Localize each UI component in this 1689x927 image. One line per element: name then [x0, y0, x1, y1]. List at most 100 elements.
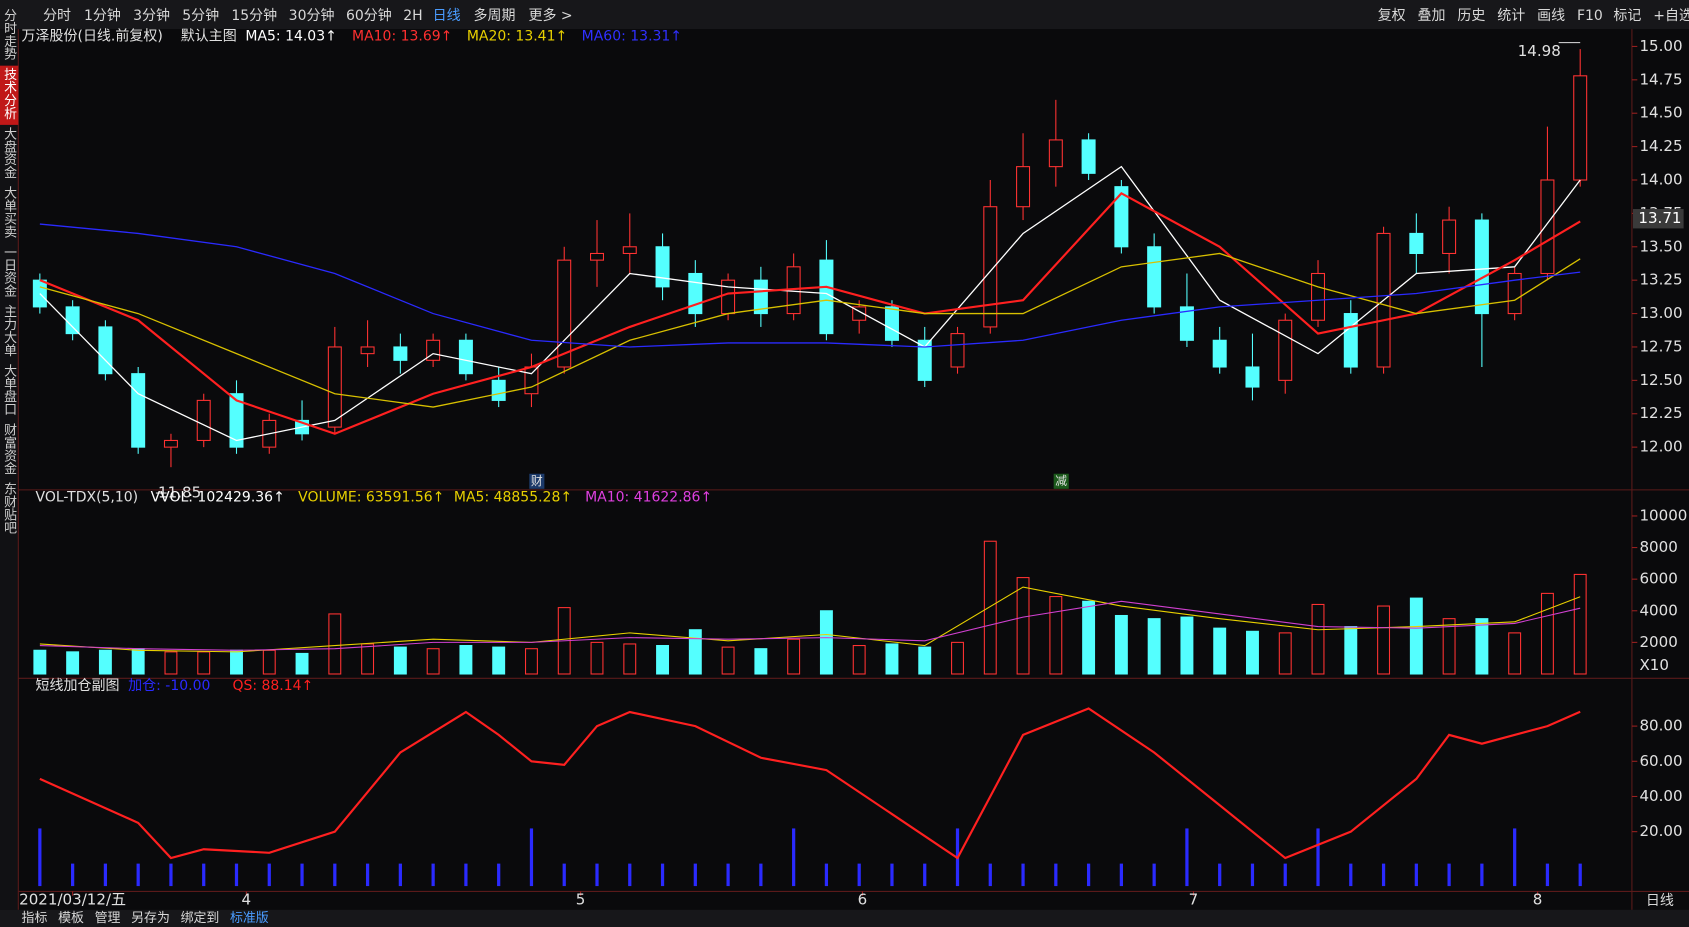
candle-body: [1540, 179, 1555, 275]
bottom-bar: [0, 909, 1689, 927]
toolbar-tab[interactable]: 5分钟: [182, 7, 219, 24]
sidebar-tab[interactable]: 大单买卖: [1, 186, 16, 238]
y-tick-label: 13.25: [1639, 271, 1682, 289]
toolbar-tab[interactable]: 1分钟: [84, 7, 121, 24]
toolbar-tab[interactable]: 分时: [43, 8, 71, 24]
volume-bar: [721, 646, 735, 675]
candle-body: [917, 339, 932, 381]
sidebar-active: [0, 65, 19, 125]
candle-body: [360, 346, 375, 355]
candle-body: [196, 399, 211, 441]
bottom-tab[interactable]: 模板: [58, 911, 84, 926]
candle-body: [524, 366, 539, 395]
toolbar-button[interactable]: +自选: [1653, 8, 1689, 24]
toolbar-button[interactable]: 统计: [1497, 8, 1525, 24]
toolbar-tab[interactable]: 15分钟: [231, 7, 277, 24]
volume-bar: [1180, 616, 1194, 675]
signal-bar: [1218, 863, 1222, 887]
signal-bar: [1349, 863, 1353, 887]
candle-body: [1179, 306, 1194, 341]
volume-bar: [33, 649, 47, 675]
toolbar-button[interactable]: 标记: [1613, 8, 1641, 24]
sidebar-tab[interactable]: 技术分析: [1, 68, 16, 120]
signal-bar: [595, 863, 599, 887]
sidebar-tab[interactable]: 东财贴吧: [1, 482, 16, 534]
y-tick-label: 14.50: [1639, 104, 1682, 122]
toolbar-tab[interactable]: 多周期: [474, 7, 516, 24]
candle-body: [884, 306, 899, 341]
panel-subtitle: 默认主图: [181, 29, 237, 45]
candle-body: [1081, 139, 1096, 174]
signal-bar: [1185, 828, 1189, 887]
bottom-tab[interactable]: 另存为: [131, 911, 170, 926]
candle-body: [1442, 219, 1457, 255]
volume-bar: [1311, 603, 1325, 675]
signal-bar: [890, 863, 894, 887]
toolbar-tab[interactable]: 更多 >: [528, 7, 572, 24]
period-label: 日线: [1646, 893, 1674, 909]
toolbar-tab[interactable]: 30分钟: [289, 7, 335, 24]
toolbar-tab[interactable]: 2H: [403, 8, 422, 24]
y-tick-label: 80.00: [1639, 717, 1682, 735]
toolbar-tab[interactable]: 60分钟: [346, 7, 392, 24]
signal-bar: [923, 863, 927, 887]
volume-bar: [951, 641, 964, 675]
sidebar-tab[interactable]: 大单盘口: [1, 364, 16, 416]
sidebar-tab[interactable]: 主力大单: [1, 305, 16, 357]
sidebar-tab[interactable]: 一日资金: [1, 245, 16, 297]
signal-bar: [300, 863, 304, 887]
x-tick-label: 4: [242, 891, 252, 909]
last-price-box: [1632, 209, 1684, 229]
y-tick-label: 10000: [1639, 506, 1687, 524]
signal-bar: [1021, 863, 1025, 887]
candle-body: [131, 373, 146, 448]
toolbar-button[interactable]: F10: [1577, 8, 1603, 24]
signal-bar: [1316, 828, 1320, 887]
signal-bar: [529, 828, 534, 887]
bottom-tab[interactable]: 指标: [22, 911, 48, 926]
sidebar-tab[interactable]: 大盘资金: [1, 127, 16, 179]
signal-bar: [1119, 863, 1123, 887]
sidebar-tab[interactable]: 财富资金: [1, 423, 16, 475]
candle-body: [1016, 166, 1031, 208]
annotation: 14.98: [1518, 42, 1561, 60]
bottom-tab[interactable]: 绑定到: [181, 911, 220, 926]
y-tick-label: 40.00: [1639, 787, 1682, 805]
volume-bar: [590, 641, 604, 675]
toolbar-button[interactable]: 历史: [1457, 8, 1485, 24]
signal-bar: [1086, 863, 1091, 887]
panel-title: 短线加仓副图: [36, 678, 120, 694]
toolbar: [0, 0, 1689, 30]
candle-body: [1573, 75, 1588, 181]
candle-body: [1114, 186, 1129, 248]
signal-bar: [464, 863, 468, 887]
signal-bar: [38, 828, 42, 887]
x-tick-label: 2021/03/12/五: [19, 891, 126, 909]
toolbar-tab[interactable]: 3分钟: [133, 7, 170, 24]
volume-bar: [623, 643, 637, 675]
ma-line: [39, 223, 1581, 348]
toolbar-button[interactable]: 复权: [1378, 7, 1406, 24]
signal-bar: [71, 863, 75, 887]
bottom-tab[interactable]: 管理: [95, 911, 121, 926]
y-tick-label: 12.75: [1639, 337, 1682, 355]
volume-bar: [1278, 632, 1292, 675]
sidebar-tab[interactable]: 分时走势: [1, 9, 16, 62]
bottom-tab[interactable]: 标准版: [230, 911, 269, 926]
legend-entry: MA10: 41622.86↑: [585, 489, 712, 505]
toolbar-button[interactable]: 画线: [1537, 8, 1565, 24]
toolbar-button[interactable]: 叠加: [1418, 8, 1446, 24]
signal-bar: [726, 863, 730, 887]
x-tick-label: 5: [576, 891, 586, 909]
signal-bar: [824, 863, 829, 887]
event-marker: 减: [1055, 474, 1067, 488]
volume-bar: [787, 638, 801, 675]
toolbar-tab[interactable]: 日线: [433, 8, 461, 24]
candle-body: [393, 346, 408, 361]
volume-bar: [98, 649, 112, 675]
y-tick-label: 6000: [1639, 570, 1677, 588]
volume-bar: [459, 645, 473, 675]
candle-body: [1245, 366, 1260, 388]
